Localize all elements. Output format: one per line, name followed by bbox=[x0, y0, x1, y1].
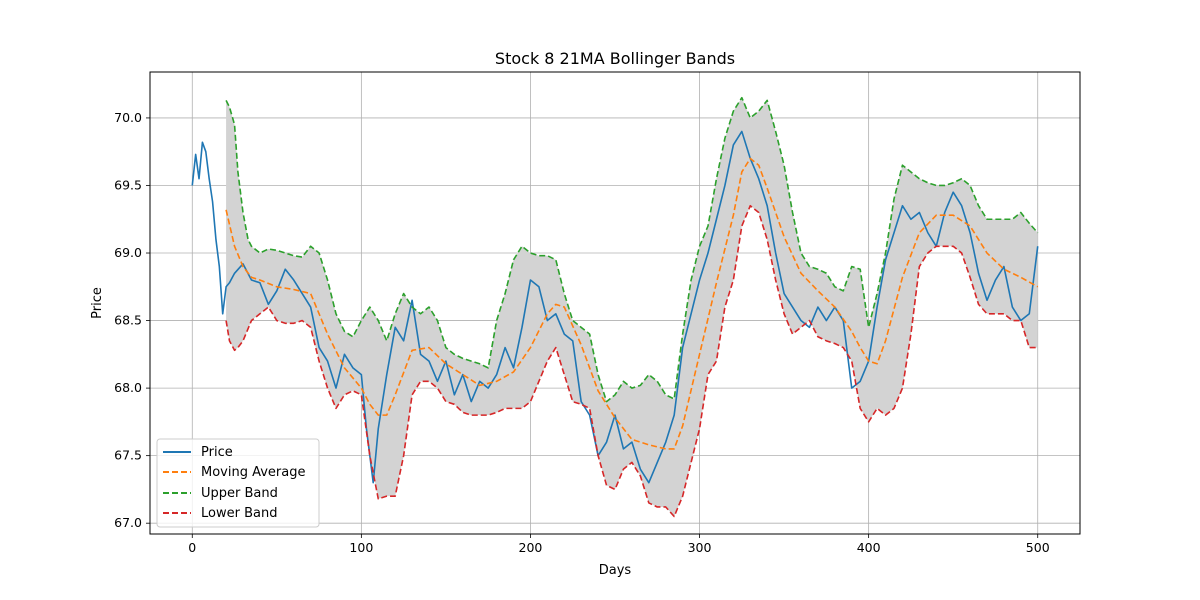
legend-label-price: Price bbox=[201, 445, 233, 460]
legend-label-lower-band: Lower Band bbox=[201, 506, 277, 521]
x-axis-label: Days bbox=[599, 563, 632, 578]
y-axis-label: Price bbox=[90, 287, 105, 319]
legend-label-upper-band: Upper Band bbox=[201, 486, 278, 501]
chart-title: Stock 8 21MA Bollinger Bands bbox=[495, 49, 735, 68]
x-axis-ticks: 0 100 200 300 400 500 bbox=[188, 534, 1050, 555]
band-fill-area bbox=[226, 97, 1038, 517]
y-tick-label: 69.5 bbox=[114, 177, 142, 192]
y-tick-label: 68.0 bbox=[114, 380, 142, 395]
legend-box bbox=[156, 438, 320, 528]
legend: Price Moving Average Upper Band Lower Ba… bbox=[156, 438, 320, 528]
x-tick-label: 200 bbox=[519, 540, 543, 555]
axes-frame bbox=[149, 71, 1081, 535]
lower-band-line bbox=[225, 204, 1038, 518]
plot-area: 0 100 200 300 400 500 67.0 67.5 68.0 68.5 69.0 69.… bbox=[114, 71, 1081, 555]
x-tick-label: 0 bbox=[188, 540, 196, 555]
series-lines bbox=[191, 96, 1039, 518]
upper-band-line bbox=[225, 96, 1039, 403]
price-line bbox=[191, 130, 1039, 484]
x-tick-label: 100 bbox=[349, 540, 373, 555]
legend-label-moving-average: Moving Average bbox=[201, 465, 305, 480]
y-tick-label: 67.0 bbox=[114, 515, 142, 530]
x-tick-label: 500 bbox=[1026, 540, 1050, 555]
y-axis-ticks: 67.0 67.5 68.0 68.5 69.0 69.5 70.0 bbox=[114, 110, 150, 530]
y-tick-label: 67.5 bbox=[114, 448, 142, 463]
band-fill bbox=[226, 97, 1038, 517]
x-tick-label: 300 bbox=[688, 540, 712, 555]
moving-average-line bbox=[225, 157, 1039, 450]
y-tick-label: 70.0 bbox=[114, 110, 142, 125]
y-tick-label: 68.5 bbox=[114, 313, 142, 328]
x-tick-label: 400 bbox=[857, 540, 881, 555]
y-tick-label: 69.0 bbox=[114, 245, 142, 260]
